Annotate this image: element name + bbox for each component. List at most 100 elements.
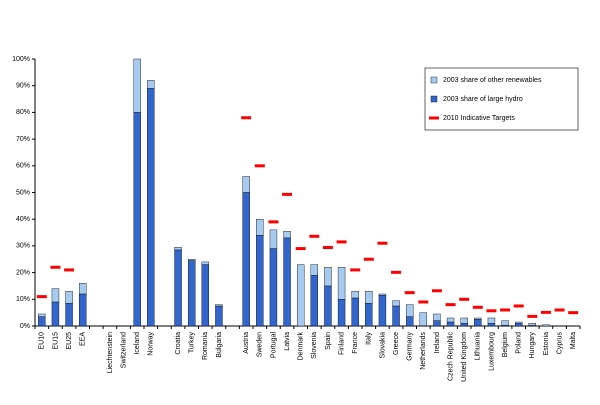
bar-segment [66, 291, 73, 303]
y-tick-label: 20% [16, 269, 30, 276]
bar-segment [488, 318, 495, 323]
x-tick-label: Cyprus [556, 332, 563, 355]
bar-segment [324, 267, 331, 286]
bar-segment [488, 323, 495, 326]
x-tick-label: EEA [80, 332, 87, 346]
bar-segment [243, 176, 250, 192]
bar-segment [215, 305, 222, 306]
bar-segment [147, 88, 154, 326]
y-tick-label: 30% [16, 243, 30, 250]
x-tick-label: Slovenia [311, 332, 318, 359]
y-tick-label: 0% [20, 323, 30, 330]
x-tick-label: Estonia [543, 332, 550, 355]
bar-segment [38, 314, 45, 317]
x-tick-label: Belgium [502, 332, 509, 357]
x-tick-label: Poland [516, 332, 523, 354]
x-tick-label: United Kingdom [461, 332, 468, 382]
bar-segment [147, 80, 154, 88]
x-tick-label: Liechtenstein [107, 332, 114, 373]
x-tick-label: Switzerland [120, 332, 127, 368]
bar-segment [175, 247, 182, 250]
bar-segment [529, 323, 536, 325]
bar-segment [352, 298, 359, 326]
y-tick-label: 100% [12, 56, 30, 63]
bar-segment [461, 318, 468, 323]
bar-segment [270, 249, 277, 326]
bar-segment [406, 317, 413, 326]
bar-segment [175, 250, 182, 326]
x-tick-label: Portugal [270, 332, 277, 359]
x-tick-label: Malta [570, 332, 577, 349]
x-tick-label: Denmark [298, 332, 305, 361]
legend-label: 2003 share of other renewables [443, 77, 542, 84]
bar-segment [188, 259, 195, 260]
bar-segment [79, 294, 86, 326]
bar-segment [447, 318, 454, 322]
legend-label: 2003 share of large hydro [443, 96, 523, 103]
y-tick-label: 90% [16, 83, 30, 90]
x-tick-label: Romania [202, 332, 209, 360]
x-tick-label: Sweden [257, 332, 264, 357]
x-tick-label: Czech Republic [447, 332, 454, 382]
x-tick-label: Bulgaria [216, 332, 223, 358]
bar-segment [365, 303, 372, 326]
legend-swatch [431, 77, 437, 83]
bar-segment [38, 317, 45, 326]
bar-segment [134, 59, 141, 112]
legend-swatch [431, 96, 437, 102]
x-tick-label: Slovakia [379, 332, 386, 359]
bar-segment [66, 303, 73, 326]
x-tick-label: Finland [338, 332, 345, 355]
bar-segment [324, 286, 331, 326]
x-tick-label: Iceland [134, 332, 141, 355]
bar-segment [243, 193, 250, 327]
bar-segment [202, 262, 209, 265]
x-tick-label: Austria [243, 332, 250, 354]
bar-segment [474, 319, 481, 326]
bar-segment [311, 275, 318, 326]
legend-label: 2010 Indicative Targets [443, 115, 515, 122]
bar-segment [215, 306, 222, 326]
y-tick-label: 80% [16, 109, 30, 116]
bar-segment [393, 306, 400, 326]
bar-segment [433, 314, 440, 321]
bar-segment [515, 322, 522, 323]
x-tick-label: Germany [407, 332, 414, 361]
x-tick-label: Croatia [175, 332, 182, 355]
bar-segment [134, 112, 141, 326]
bar-segment [542, 325, 549, 326]
x-tick-label: Latvia [284, 332, 291, 351]
bar-segment [202, 265, 209, 326]
bar-segment [52, 302, 59, 326]
bar-segment [297, 265, 304, 326]
x-tick-label: Greece [393, 332, 400, 355]
bar-segment [311, 265, 318, 276]
bar-segment [338, 299, 345, 326]
bar-segment [188, 261, 195, 326]
bar-segment [379, 294, 386, 295]
x-tick-label: Hungary [529, 332, 536, 359]
bar-segment [284, 238, 291, 326]
bar-segment [474, 318, 481, 319]
bar-segment [52, 289, 59, 302]
bar-segment [515, 323, 522, 326]
y-tick-label: 50% [16, 189, 30, 196]
bar-segment [420, 313, 427, 326]
bar-segment [379, 295, 386, 326]
y-tick-label: 10% [16, 296, 30, 303]
bar-segment [352, 291, 359, 298]
x-tick-label: Ireland [434, 332, 441, 354]
x-tick-label: Spain [325, 332, 332, 350]
bar-segment [461, 323, 468, 326]
x-tick-label: France [352, 332, 359, 354]
bar-segment [79, 283, 86, 294]
bar-segment [284, 231, 291, 238]
bar-segment [365, 291, 372, 303]
x-tick-label: Italy [366, 332, 373, 345]
bar-segment [270, 230, 277, 249]
x-tick-label: EU15 [52, 332, 59, 350]
x-tick-label: Netherlands [420, 332, 427, 370]
bar-segment [406, 305, 413, 317]
y-tick-label: 70% [16, 136, 30, 143]
